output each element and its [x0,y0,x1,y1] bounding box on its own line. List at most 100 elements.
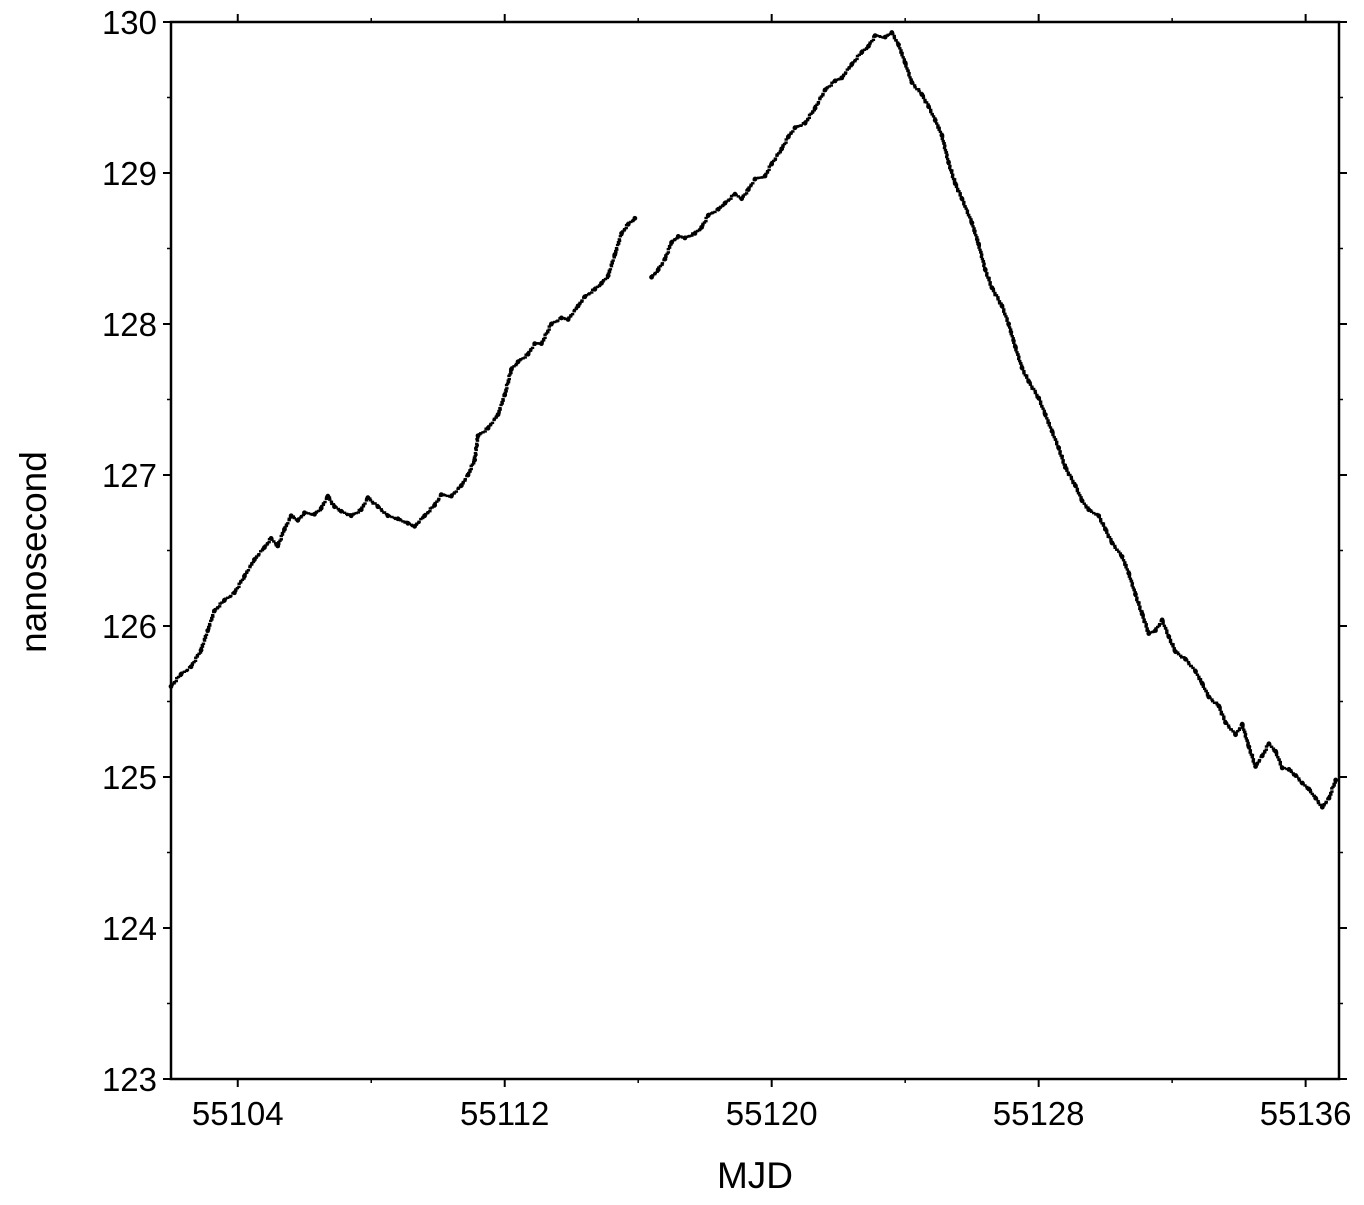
data-sample [960,198,965,202]
data-sample [744,192,749,195]
data-sample [530,346,535,350]
data-sample [291,515,296,518]
data-sample [1012,339,1016,342]
data-sample [870,40,874,43]
data-sample [707,212,712,216]
data-sample [194,656,198,659]
data-sample [1098,517,1103,521]
data-sample [321,503,326,506]
data-sample [1186,661,1191,664]
data-sample [1069,477,1074,481]
data-sample [816,102,820,105]
data-sample [190,663,194,666]
data-sample [929,108,933,112]
data-sample [908,76,912,79]
data-sample [1332,782,1336,786]
data-sample [1038,400,1043,403]
data-sample [1005,317,1009,320]
data-sample [818,96,822,100]
data-sample [1097,515,1102,519]
data-sample [695,229,700,233]
data-sample [1134,594,1138,597]
data-sample [494,415,499,418]
data-sample [424,512,428,516]
data-sample [704,216,708,220]
data-sample [948,166,952,170]
data-sample [1231,730,1235,733]
data-sample [277,542,281,545]
data-sample [1330,790,1334,793]
data-sample [868,42,872,46]
data-sample [321,502,326,505]
data-sample [1324,800,1328,804]
data-sample [612,256,616,259]
data-sample [966,214,971,217]
data-sample [757,176,761,180]
data-sample [1127,575,1132,578]
data-sample [724,200,729,203]
data-sample [553,320,557,324]
data-sample [407,522,412,525]
data-sample [927,106,932,110]
data-sample [1242,728,1246,731]
data-sample [615,243,620,247]
plot-area [171,22,1339,1079]
data-sample [952,178,957,181]
data-sample [1009,330,1014,334]
data-sample [796,124,800,128]
data-sample [912,84,917,87]
data-sample [523,356,527,359]
data-sample [977,244,982,247]
data-sample [1092,511,1096,515]
data-sample [354,511,358,515]
data-sample [1022,369,1026,373]
data-sample [580,299,584,302]
data-sample [860,49,865,52]
data-sample [987,278,991,282]
data-sample [380,509,384,513]
data-sample [611,259,615,262]
data-sample [1305,785,1309,789]
data-sample [267,540,271,544]
data-sample [1130,582,1135,585]
y-axis-title: nanosecond [13,451,54,653]
data-sample [404,520,408,524]
data-sample [978,248,982,252]
data-sample [210,613,215,617]
data-sample [942,146,947,150]
data-sample [1028,381,1032,384]
data-sample [1082,502,1086,505]
data-sample [827,85,832,88]
data-sample [985,272,989,275]
data-sample [816,100,821,104]
data-sample [497,411,501,414]
data-sample [237,582,241,585]
data-sample [239,579,243,583]
data-sample [1222,717,1226,721]
data-sample [1162,624,1167,628]
data-sample [719,205,723,209]
data-sample [904,65,908,68]
data-sample [1088,509,1093,512]
data-sample [964,207,968,210]
data-sample [1241,724,1245,727]
data-sample [208,624,212,627]
data-sample [829,84,834,87]
x-tick-label: 55128 [993,1095,1085,1132]
data-sample [246,569,251,572]
data-sample [665,252,669,256]
data-sample [435,500,439,503]
data-sample [490,421,495,425]
data-sample [210,616,214,620]
data-sample [176,675,181,679]
data-sample [607,269,612,272]
data-sample [973,231,977,235]
data-sample [541,337,546,341]
data-sample [614,246,619,250]
data-sample [1161,620,1165,623]
data-sample [419,517,423,521]
data-sample [614,251,618,254]
data-sample [356,511,361,514]
data-sample [245,570,249,573]
data-sample [1143,620,1147,624]
